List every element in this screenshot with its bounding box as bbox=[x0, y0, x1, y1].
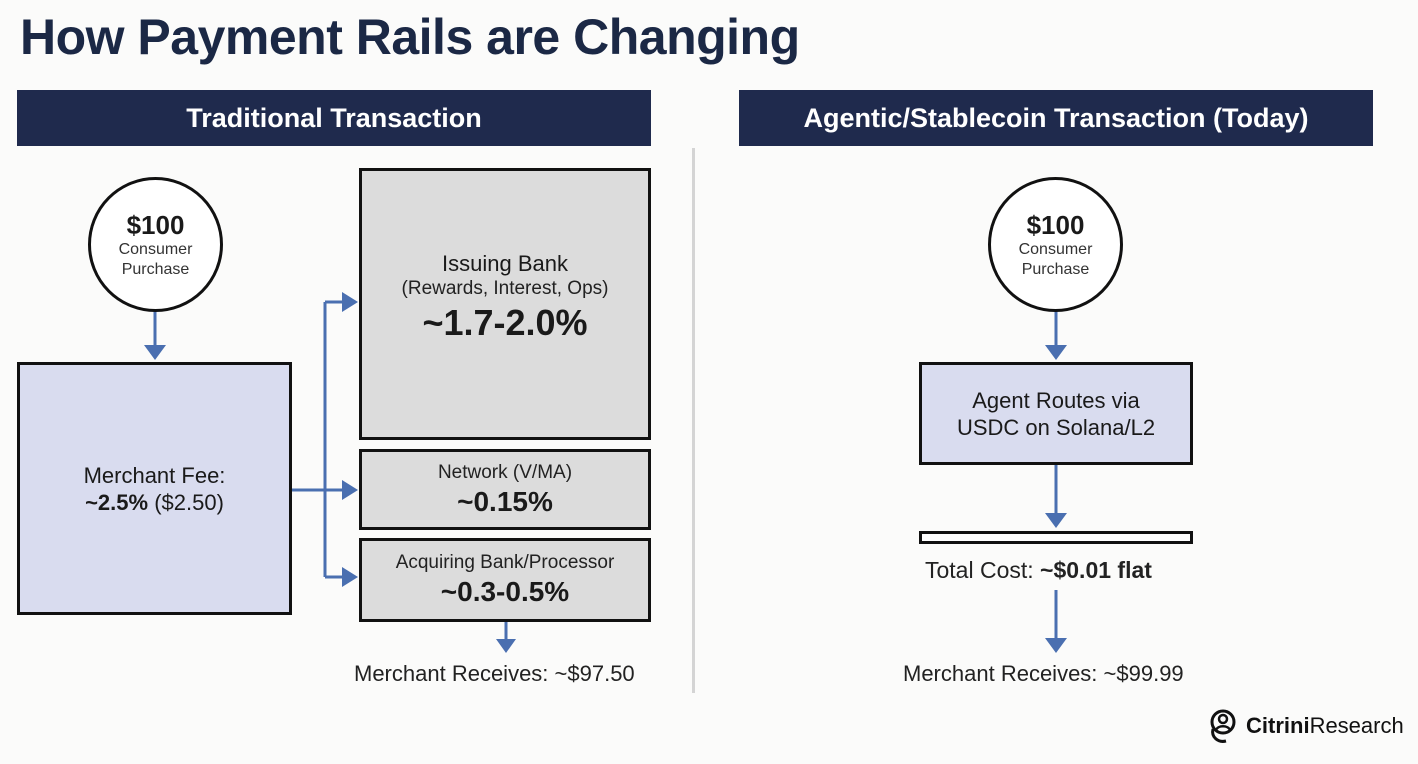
agent-route-line1: Agent Routes via bbox=[972, 387, 1140, 413]
brand-name-regular: Research bbox=[1309, 713, 1404, 738]
merchant-fee-box: Merchant Fee: ~2.5% ($2.50) bbox=[17, 362, 292, 615]
network-value: ~0.15% bbox=[457, 485, 553, 517]
agentic-purchase-label-line1: Consumer bbox=[1018, 240, 1093, 258]
citrini-brand: Citrini Research bbox=[1208, 707, 1404, 745]
agentic-purchase-circle: $100 Consumer Purchase bbox=[988, 177, 1123, 312]
acquiring-value: ~0.3-0.5% bbox=[440, 576, 570, 607]
network-label: Network (V/MA) bbox=[437, 461, 573, 483]
acquiring-box: Acquiring Bank/Processor ~0.3-0.5% bbox=[359, 538, 651, 622]
traditional-header: Traditional Transaction bbox=[17, 90, 651, 146]
citrini-logo-icon bbox=[1210, 709, 1236, 743]
purchase-label-line1: Consumer bbox=[118, 240, 193, 258]
issuing-bank-box: Issuing Bank (Rewards, Interest, Ops) ~1… bbox=[359, 168, 651, 440]
merchant-fee-label: Merchant Fee: bbox=[83, 462, 226, 488]
agent-route-box: Agent Routes via USDC on Solana/L2 bbox=[919, 362, 1193, 465]
purchase-label-line2: Purchase bbox=[121, 260, 190, 278]
agentic-purchase-label-line2: Purchase bbox=[1021, 260, 1090, 278]
page-title: How Payment Rails are Changing bbox=[20, 9, 800, 65]
agentic-purchase-amount: $100 bbox=[1026, 209, 1085, 240]
agent-route-line2: USDC on Solana/L2 bbox=[956, 414, 1156, 440]
issuing-bank-label: Issuing Bank bbox=[442, 250, 568, 276]
agentic-header: Agentic/Stablecoin Transaction (Today) bbox=[739, 90, 1373, 146]
purchase-amount: $100 bbox=[126, 209, 185, 240]
issuing-bank-value: ~1.7-2.0% bbox=[422, 301, 588, 343]
section-divider bbox=[692, 148, 695, 693]
traditional-merchant-receives: Merchant Receives: ~$97.50 bbox=[354, 661, 635, 686]
merchant-fee-value: ~2.5% ($2.50) bbox=[85, 489, 224, 516]
network-box: Network (V/MA) ~0.15% bbox=[359, 449, 651, 530]
total-cost-bar bbox=[919, 531, 1193, 544]
total-cost: Total Cost: ~$0.01 flat bbox=[925, 557, 1152, 584]
consumer-purchase-circle: $100 Consumer Purchase bbox=[88, 177, 223, 312]
total-cost-label: Total Cost: bbox=[925, 557, 1041, 583]
issuing-bank-detail: (Rewards, Interest, Ops) bbox=[401, 277, 609, 299]
agentic-merchant-receives: Merchant Receives: ~$99.99 bbox=[903, 661, 1184, 686]
total-cost-value: ~$0.01 flat bbox=[1040, 557, 1152, 583]
merchant-fee-amount: ($2.50) bbox=[148, 489, 224, 515]
acquiring-label: Acquiring Bank/Processor bbox=[395, 552, 615, 573]
merchant-fee-pct: ~2.5% bbox=[85, 489, 149, 515]
brand-name-bold: Citrini bbox=[1246, 713, 1310, 738]
